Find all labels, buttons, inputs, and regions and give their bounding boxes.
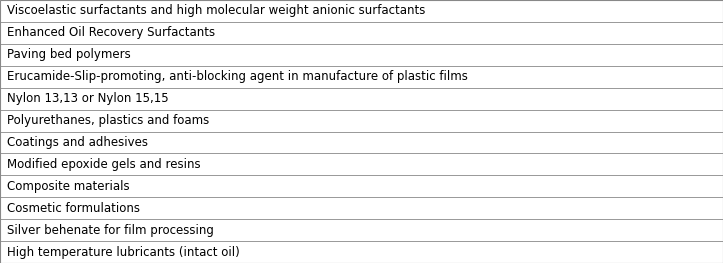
Text: Erucamide-Slip-promoting, anti-blocking agent in manufacture of plastic films: Erucamide-Slip-promoting, anti-blocking … [7, 70, 468, 83]
Text: Enhanced Oil Recovery Surfactants: Enhanced Oil Recovery Surfactants [7, 26, 215, 39]
Text: Paving bed polymers: Paving bed polymers [7, 48, 131, 61]
Text: Modified epoxide gels and resins: Modified epoxide gels and resins [7, 158, 200, 171]
Text: Silver behenate for film processing: Silver behenate for film processing [7, 224, 214, 237]
Text: Cosmetic formulations: Cosmetic formulations [7, 202, 140, 215]
Text: Coatings and adhesives: Coatings and adhesives [7, 136, 148, 149]
Text: High temperature lubricants (intact oil): High temperature lubricants (intact oil) [7, 246, 240, 259]
Text: Viscoelastic surfactants and high molecular weight anionic surfactants: Viscoelastic surfactants and high molecu… [7, 4, 425, 17]
Text: Polyurethanes, plastics and foams: Polyurethanes, plastics and foams [7, 114, 209, 127]
Text: Composite materials: Composite materials [7, 180, 129, 193]
Text: Nylon 13,13 or Nylon 15,15: Nylon 13,13 or Nylon 15,15 [7, 92, 168, 105]
